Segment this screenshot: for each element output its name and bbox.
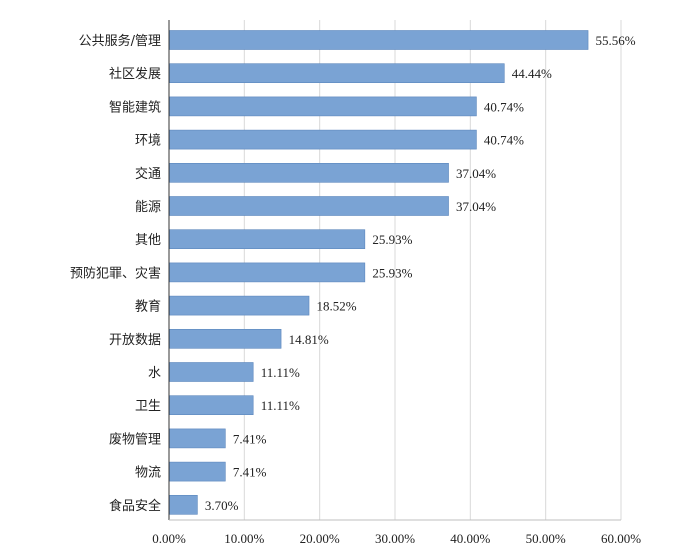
category-label: 能源 (135, 200, 161, 215)
x-tick-label: 60.00% (601, 531, 641, 546)
value-label: 11.11% (261, 365, 300, 380)
value-label: 37.04% (456, 166, 496, 181)
category-label: 教育 (135, 299, 161, 315)
value-label: 37.04% (456, 199, 496, 214)
value-label: 11.11% (261, 398, 300, 413)
category-label: 卫生 (135, 399, 161, 414)
bar (169, 63, 505, 84)
category-label: 环境 (135, 134, 161, 149)
value-label: 18.52% (317, 299, 357, 314)
value-label: 14.81% (289, 332, 329, 347)
bar (169, 229, 366, 249)
category-label: 公共服务/管理 (79, 33, 161, 49)
value-label: 7.41% (233, 431, 267, 446)
bar (169, 96, 477, 117)
axes (168, 20, 621, 521)
bar (169, 461, 226, 482)
x-tick-label: 10.00% (224, 531, 264, 546)
value-label: 3.70% (205, 498, 239, 513)
bar (169, 428, 226, 449)
x-tick-label: 40.00% (450, 531, 490, 546)
value-label: 55.56% (596, 33, 636, 48)
value-label: 40.74% (484, 99, 524, 114)
value-label: 25.93% (372, 232, 412, 247)
category-label: 交通 (135, 166, 161, 182)
category-label: 废物管理 (109, 431, 161, 447)
labels: 0.00% 10.00% 20.00% 30.00% 40.00% 50.00% 60.00… (70, 33, 641, 546)
bar (169, 129, 477, 150)
value-label: 25.93% (372, 265, 412, 280)
category-label: 智能建筑 (109, 99, 161, 115)
value-label: 7.41% (233, 465, 267, 480)
category-label: 物流 (135, 466, 161, 481)
x-tick-label: 30.00% (375, 531, 415, 546)
category-label: 水 (148, 366, 161, 381)
x-tick-label: 50.00% (526, 531, 566, 546)
category-label: 其他 (135, 233, 161, 248)
value-label: 44.44% (512, 66, 552, 81)
category-label: 食品安全 (109, 498, 161, 514)
value-label: 40.74% (484, 133, 524, 148)
bar (169, 295, 310, 316)
bar (169, 30, 589, 50)
bar (169, 163, 449, 183)
category-label: 社区发展 (109, 66, 161, 82)
bar (169, 395, 254, 416)
bar (169, 362, 254, 382)
bar (169, 196, 449, 216)
bar (169, 262, 366, 283)
bar (169, 328, 282, 349)
category-label: 开放数据 (109, 333, 161, 348)
x-tick-label: 0.00% (152, 531, 186, 546)
category-label: 预防犯罪、灾害 (70, 265, 161, 281)
bar (169, 494, 198, 515)
x-tick-label: 20.00% (300, 531, 340, 546)
